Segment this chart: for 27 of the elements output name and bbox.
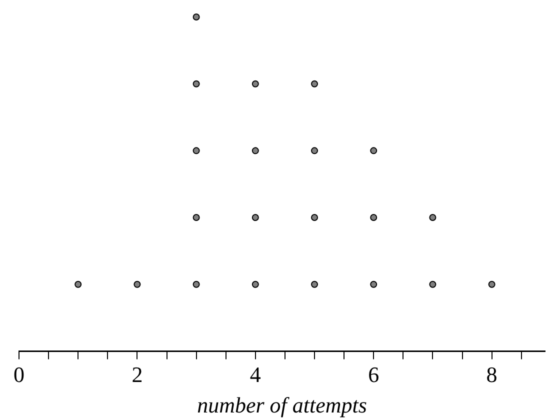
point [252,280,259,288]
point [192,147,200,154]
point [370,147,378,154]
point [311,214,318,222]
point [192,214,200,222]
point [134,280,141,288]
point [252,80,259,88]
point [252,214,259,222]
x-tick-label: 2 [132,362,143,388]
x-axis-title: number of attempts [197,392,367,418]
point [488,280,496,288]
point [311,147,318,154]
point [311,280,318,288]
point [429,214,436,222]
point [429,280,436,288]
point [74,280,82,288]
point [370,214,378,222]
point [192,14,200,20]
x-tick-label: 6 [368,362,380,388]
point [192,80,200,88]
x-tick-label: 4 [250,362,261,388]
x-tick-label: 8 [486,362,498,388]
x-tick-label: 0 [14,362,24,388]
point [370,280,378,288]
point [311,80,318,88]
point [252,147,259,154]
point [192,280,200,288]
